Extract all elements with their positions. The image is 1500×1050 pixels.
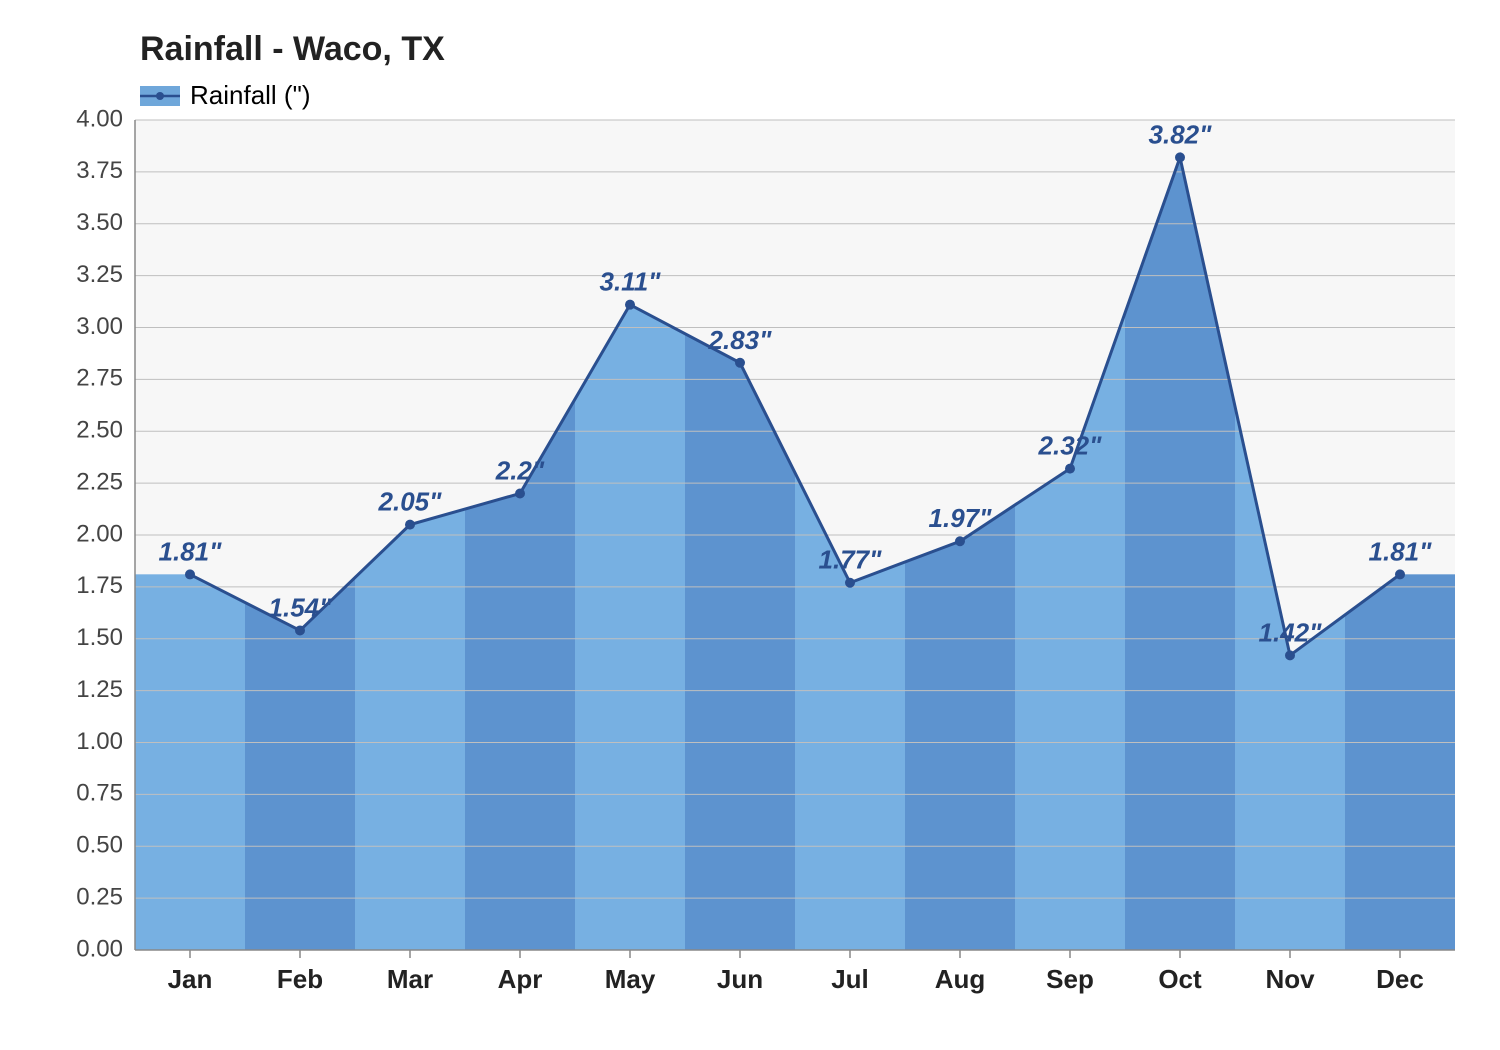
value-label: 1.77" [819, 545, 883, 575]
y-tick-label: 0.00 [76, 935, 123, 962]
y-tick-label: 3.25 [76, 261, 123, 288]
value-label: 1.42" [1259, 617, 1323, 647]
value-label: 1.97" [929, 503, 993, 533]
x-tick-label: Jun [717, 964, 763, 994]
value-label: 1.54" [269, 592, 333, 622]
chart-container: Rainfall - Waco, TX Rainfall (") 0.000.2… [0, 0, 1500, 1050]
chart-title: Rainfall - Waco, TX [140, 30, 445, 69]
y-tick-label: 1.00 [76, 728, 123, 755]
series-marker [405, 520, 415, 530]
y-tick-label: 0.50 [76, 832, 123, 859]
series-marker [1065, 464, 1075, 474]
x-tick-label: Aug [935, 964, 986, 994]
series-marker [1395, 569, 1405, 579]
value-label: 3.82" [1149, 119, 1213, 149]
y-tick-label: 2.75 [76, 365, 123, 392]
series-marker [515, 489, 525, 499]
y-tick-label: 3.75 [76, 157, 123, 184]
x-tick-label: Feb [277, 964, 323, 994]
x-tick-label: Jul [831, 964, 869, 994]
x-tick-label: Dec [1376, 964, 1424, 994]
value-label: 3.11" [599, 267, 661, 297]
series-marker [1175, 152, 1185, 162]
y-tick-label: 0.25 [76, 883, 123, 910]
legend: Rainfall (") [140, 80, 310, 111]
value-label: 1.81" [1369, 536, 1433, 566]
y-tick-label: 2.00 [76, 520, 123, 547]
series-marker [185, 569, 195, 579]
y-tick-label: 2.25 [76, 468, 123, 495]
x-tick-label: Jan [168, 964, 213, 994]
y-tick-label: 2.50 [76, 417, 123, 444]
series-marker [295, 625, 305, 635]
value-label: 2.32" [1038, 431, 1103, 461]
series-marker [1285, 650, 1295, 660]
stripe [1345, 574, 1455, 950]
y-tick-label: 1.75 [76, 572, 123, 599]
x-tick-label: Nov [1265, 964, 1315, 994]
series-marker [955, 536, 965, 546]
legend-swatch [140, 86, 180, 106]
x-tick-label: Sep [1046, 964, 1094, 994]
stripe [355, 509, 465, 950]
x-tick-label: Mar [387, 964, 433, 994]
plot-area: 0.000.250.500.751.001.251.501.752.002.25… [135, 120, 1455, 950]
y-tick-label: 3.50 [76, 209, 123, 236]
x-tick-label: Oct [1158, 964, 1202, 994]
value-label: 1.81" [159, 536, 223, 566]
value-label: 2.05" [378, 487, 443, 517]
legend-label: Rainfall (") [190, 80, 310, 111]
y-tick-label: 1.50 [76, 624, 123, 651]
y-tick-label: 0.75 [76, 780, 123, 807]
stripe [905, 505, 1015, 950]
y-tick-label: 3.00 [76, 313, 123, 340]
x-tick-label: May [605, 964, 656, 994]
value-label: 2.83" [708, 325, 773, 355]
value-label: 2.2" [495, 456, 545, 486]
stripe [575, 305, 685, 950]
series-marker [845, 578, 855, 588]
x-tick-label: Apr [498, 964, 543, 994]
series-marker [735, 358, 745, 368]
y-tick-label: 1.25 [76, 676, 123, 703]
series-marker [625, 300, 635, 310]
stripe [135, 574, 245, 950]
y-tick-label: 4.00 [76, 105, 123, 132]
